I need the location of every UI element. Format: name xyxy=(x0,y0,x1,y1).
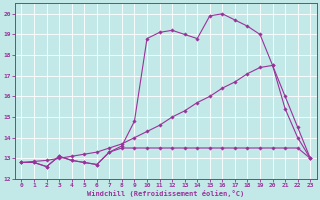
X-axis label: Windchill (Refroidissement éolien,°C): Windchill (Refroidissement éolien,°C) xyxy=(87,190,244,197)
